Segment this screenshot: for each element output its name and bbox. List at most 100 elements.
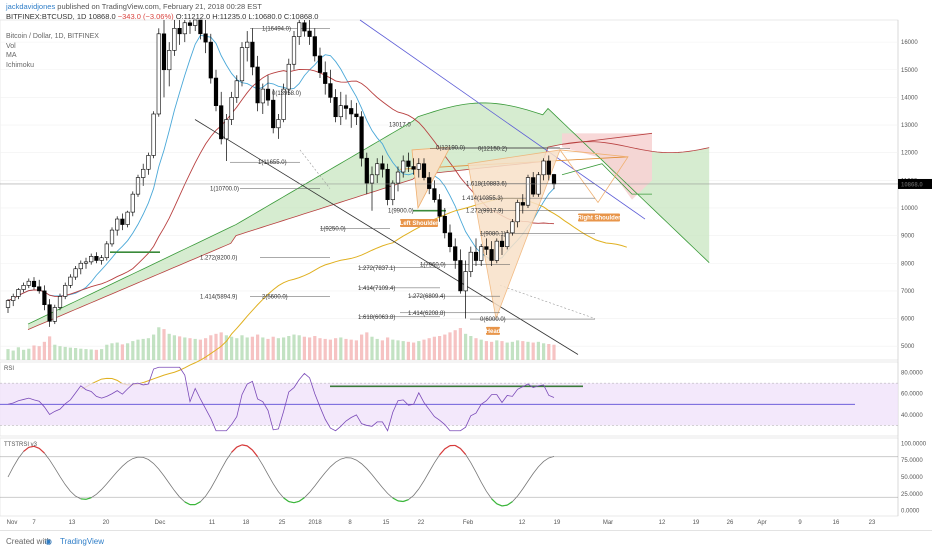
- candle-body: [131, 194, 135, 212]
- candle-body: [396, 172, 400, 183]
- volume-bar: [95, 350, 98, 360]
- candle-body: [438, 200, 442, 217]
- fib-level-label: 1(11655.0): [258, 160, 287, 166]
- head-label: Head: [486, 329, 501, 335]
- volume-bar: [469, 336, 472, 360]
- fib-level-label: 1.414(7109.4): [358, 286, 395, 292]
- volume-bar: [69, 348, 72, 360]
- stoch-tick-label: 100.0000: [901, 441, 927, 447]
- volume-bar: [58, 346, 61, 360]
- volume-bar: [209, 335, 212, 360]
- volume-bar: [282, 337, 285, 360]
- stoch-oversold-seg: [497, 504, 502, 506]
- volume-bar: [6, 349, 9, 360]
- volume-bar: [74, 348, 77, 360]
- candle-body: [173, 28, 177, 50]
- candle-body: [22, 285, 26, 289]
- stoch-oversold-seg: [393, 498, 398, 501]
- price-tick-label: 16000: [901, 40, 918, 46]
- price-tick-label: 12000: [901, 151, 918, 157]
- candle-body: [422, 164, 426, 178]
- candle-body: [100, 258, 104, 261]
- stoch-oversold-seg: [507, 502, 512, 505]
- candle-body: [126, 212, 130, 224]
- volume-bar: [391, 340, 394, 360]
- volume-bar: [396, 340, 399, 360]
- candle-body: [485, 247, 489, 250]
- volume-bar: [162, 329, 165, 360]
- volume-bar: [495, 340, 498, 360]
- tradingview-brand[interactable]: TradingView: [60, 537, 104, 546]
- candle-body: [271, 100, 275, 128]
- candle-body: [521, 202, 525, 205]
- fib-level-label: 1(16494.0): [262, 26, 291, 32]
- candle-body: [199, 20, 203, 34]
- stoch-overbought-seg: [232, 447, 237, 452]
- candle-body: [230, 97, 234, 119]
- price-tick-label: 6000: [901, 317, 915, 323]
- candle-body: [115, 219, 119, 230]
- candle-body: [74, 269, 78, 277]
- chart-canvas[interactable]: 1600015000140001300012000110001000090008…: [0, 0, 932, 530]
- rsi-tick-label: 80.0000: [901, 371, 923, 377]
- stoch-overbought-seg: [445, 446, 450, 449]
- volume-bar: [116, 343, 119, 360]
- candle-body: [266, 89, 270, 100]
- candle-body: [183, 23, 187, 34]
- date-tick-label: 9: [798, 520, 802, 526]
- volume-bar: [53, 345, 56, 360]
- candle-body: [277, 120, 281, 128]
- candle-body: [401, 161, 405, 172]
- volume-bar: [168, 334, 171, 360]
- candle-body: [448, 233, 452, 247]
- candle-body: [386, 169, 390, 199]
- tradingview-logo-icon: ◉: [45, 537, 52, 546]
- volume-bar: [376, 339, 379, 360]
- volume-bar: [360, 335, 363, 360]
- date-tick-label: 12: [659, 520, 666, 526]
- candle-body: [287, 64, 291, 89]
- candle-body: [303, 23, 307, 31]
- volume-bar: [173, 335, 176, 360]
- candle-body: [209, 42, 213, 78]
- left-shoulder-label: Left Shoulder: [400, 221, 439, 227]
- price-tick-label: 14000: [901, 95, 918, 101]
- candle-body: [407, 161, 411, 167]
- candle-body: [542, 161, 546, 175]
- candle-body: [219, 106, 223, 139]
- fib-level-label: 1.414(5894.9): [200, 294, 237, 300]
- volume-bar: [329, 340, 332, 360]
- candle-body: [63, 285, 67, 296]
- date-tick-label: 26: [727, 520, 734, 526]
- volume-bar: [277, 338, 280, 360]
- volume-bar: [422, 340, 425, 360]
- volume-bar: [339, 337, 342, 360]
- candle-body: [27, 281, 31, 285]
- stoch-pane-frame: [0, 438, 898, 516]
- volume-bar: [43, 342, 46, 360]
- volume-bar: [79, 349, 82, 360]
- stoch-overbought-seg: [460, 448, 465, 454]
- volume-bar: [344, 339, 347, 360]
- volume-bar: [324, 339, 327, 360]
- candle-body: [370, 175, 374, 183]
- volume-bar: [230, 337, 233, 360]
- volume-bar: [38, 346, 41, 360]
- stoch-oversold-seg: [492, 499, 497, 504]
- candle-body: [6, 301, 10, 308]
- volume-bar: [64, 347, 67, 360]
- footer: Created with ◉ TradingView: [0, 530, 932, 551]
- candle-body: [32, 281, 36, 287]
- candle-body: [433, 189, 437, 200]
- candle-body: [360, 117, 364, 158]
- volume-bar: [183, 337, 186, 360]
- volume-bar: [407, 342, 410, 360]
- candle-body: [105, 244, 109, 258]
- candle-body: [11, 296, 15, 300]
- candle-body: [95, 256, 99, 260]
- fib-level-label: 1(9080.1): [480, 231, 506, 237]
- volume-bar: [485, 341, 488, 360]
- date-tick-label: 18: [243, 520, 250, 526]
- volume-bar: [199, 340, 202, 360]
- date-tick-label: 2018: [308, 520, 322, 526]
